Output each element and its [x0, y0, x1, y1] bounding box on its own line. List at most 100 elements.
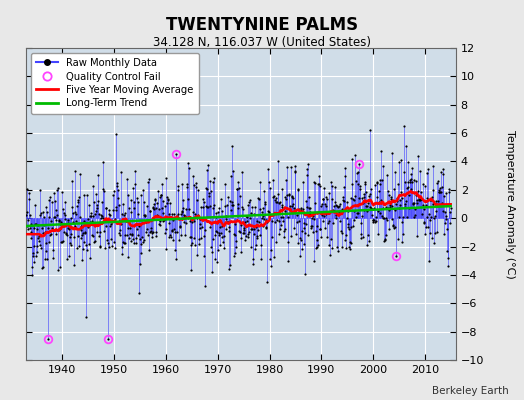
Point — [174, 211, 183, 217]
Point — [317, 234, 325, 240]
Point — [312, 228, 320, 234]
Point — [90, 198, 98, 205]
Point — [236, 192, 244, 199]
Point — [253, 218, 261, 224]
Legend: Raw Monthly Data, Quality Control Fail, Five Year Moving Average, Long-Term Tren: Raw Monthly Data, Quality Control Fail, … — [31, 53, 199, 114]
Point — [123, 232, 131, 238]
Point — [217, 230, 225, 236]
Point — [434, 178, 442, 184]
Point — [285, 257, 293, 264]
Point — [179, 197, 188, 204]
Point — [378, 177, 386, 183]
Point — [287, 164, 296, 170]
Point — [152, 205, 161, 212]
Point — [150, 196, 159, 202]
Point — [398, 219, 406, 226]
Point — [346, 240, 355, 247]
Point — [445, 220, 454, 226]
Point — [356, 186, 364, 193]
Point — [316, 203, 325, 210]
Point — [309, 229, 317, 235]
Point — [63, 225, 72, 231]
Point — [248, 256, 257, 262]
Point — [181, 213, 189, 219]
Point — [55, 227, 63, 233]
Point — [148, 234, 156, 240]
Point — [30, 243, 38, 249]
Point — [92, 229, 101, 235]
Point — [338, 244, 346, 250]
Point — [140, 212, 148, 218]
Point — [53, 212, 61, 218]
Point — [222, 212, 230, 219]
Point — [198, 224, 206, 230]
Point — [115, 230, 124, 237]
Point — [262, 224, 270, 230]
Point — [422, 202, 430, 208]
Point — [277, 222, 286, 228]
Point — [205, 178, 214, 185]
Point — [159, 210, 168, 216]
Point — [92, 191, 100, 197]
Point — [62, 230, 70, 236]
Point — [429, 187, 437, 193]
Point — [311, 200, 319, 206]
Point — [435, 187, 444, 193]
Point — [411, 206, 420, 212]
Point — [260, 188, 268, 194]
Point — [348, 181, 356, 188]
Point — [349, 222, 357, 229]
Point — [403, 184, 412, 190]
Point — [375, 181, 384, 187]
Point — [166, 200, 174, 206]
Point — [143, 226, 151, 232]
Point — [200, 198, 209, 205]
Point — [33, 226, 41, 232]
Point — [395, 159, 403, 166]
Point — [397, 194, 406, 201]
Point — [83, 192, 91, 198]
Point — [152, 200, 161, 206]
Point — [187, 242, 195, 248]
Point — [186, 234, 194, 240]
Point — [220, 233, 228, 239]
Point — [161, 175, 170, 182]
Point — [136, 261, 144, 268]
Point — [99, 186, 107, 192]
Point — [273, 199, 281, 205]
Point — [215, 230, 224, 236]
Point — [379, 204, 387, 211]
Point — [149, 228, 158, 235]
Point — [178, 180, 186, 187]
Point — [47, 231, 55, 238]
Point — [81, 229, 89, 235]
Point — [242, 212, 250, 219]
Point — [240, 227, 248, 233]
Point — [62, 232, 71, 239]
Point — [79, 246, 88, 252]
Point — [79, 230, 87, 236]
Point — [154, 188, 162, 194]
Point — [102, 205, 110, 211]
Point — [149, 205, 157, 212]
Point — [138, 220, 146, 226]
Point — [219, 222, 227, 228]
Point — [277, 214, 285, 220]
Point — [364, 200, 372, 206]
Point — [399, 214, 408, 220]
Point — [326, 208, 334, 215]
Point — [428, 234, 436, 241]
Point — [211, 256, 220, 263]
Point — [255, 196, 264, 202]
Point — [433, 198, 442, 205]
Point — [440, 231, 449, 238]
Point — [181, 231, 190, 238]
Point — [205, 193, 213, 200]
Point — [387, 150, 396, 156]
Point — [388, 216, 397, 223]
Point — [103, 236, 112, 243]
Point — [306, 205, 314, 211]
Point — [210, 175, 219, 182]
Point — [363, 208, 371, 214]
Point — [337, 210, 345, 216]
